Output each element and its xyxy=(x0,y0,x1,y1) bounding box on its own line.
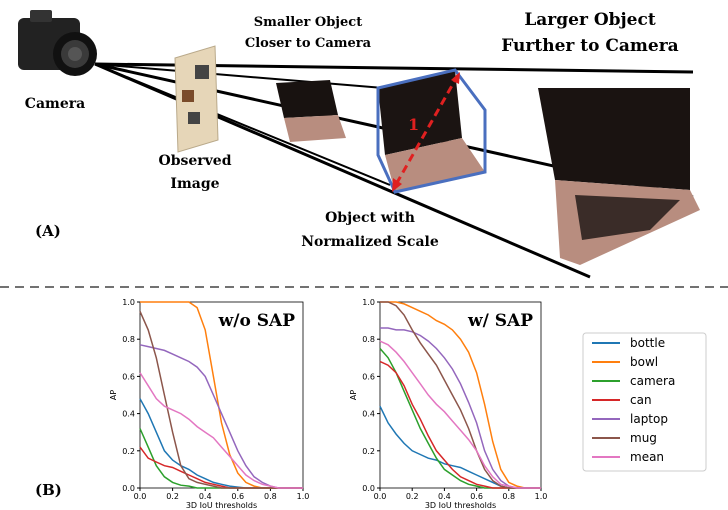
ray xyxy=(95,64,390,185)
panel-label: (B) xyxy=(35,481,62,499)
series-line xyxy=(380,341,541,488)
x-axis-label: 3D IoU thresholds xyxy=(186,501,257,510)
figure: (A) Camera Observed Image Smaller Object… xyxy=(0,0,728,510)
x-tick-label: 1.0 xyxy=(297,492,310,501)
camera-label: Camera xyxy=(25,96,85,112)
y-tick-label: 0.4 xyxy=(362,410,375,419)
x-tick-label: 0.6 xyxy=(470,492,483,501)
legend-label: bottle xyxy=(630,336,665,350)
small-laptop xyxy=(276,80,346,142)
series-line xyxy=(140,373,303,488)
smaller-label: Smaller Object xyxy=(254,15,362,30)
large-laptop xyxy=(538,88,700,265)
observed-image-icon xyxy=(175,46,218,152)
panel-label: (A) xyxy=(35,222,61,240)
y-axis-label: AP xyxy=(109,390,118,400)
observed-label: Observed xyxy=(159,153,232,169)
series-line xyxy=(140,311,303,488)
y-tick-label: 0.6 xyxy=(122,372,135,381)
legend-label: can xyxy=(630,393,652,407)
x-tick-label: 0.6 xyxy=(231,492,244,501)
x-tick-label: 0.2 xyxy=(406,492,419,501)
x-axis-label: 3D IoU thresholds xyxy=(425,501,496,510)
y-tick-label: 0.8 xyxy=(122,335,135,344)
legend-label: camera xyxy=(630,374,675,388)
series-line xyxy=(140,429,303,489)
chart-title: w/o SAP xyxy=(218,311,296,331)
camera-icon xyxy=(18,10,97,76)
x-tick-label: 0.4 xyxy=(199,492,212,501)
normalized-label: Object with xyxy=(325,210,415,226)
observed-label: Image xyxy=(170,176,219,192)
series-line xyxy=(380,406,541,488)
x-tick-label: 1.0 xyxy=(535,492,548,501)
y-tick-label: 0.8 xyxy=(362,335,375,344)
smaller-label: Closer to Camera xyxy=(245,36,372,51)
y-tick-label: 0.2 xyxy=(122,447,135,456)
x-tick-label: 0.0 xyxy=(374,492,387,501)
larger-label: Further to Camera xyxy=(501,36,678,56)
legend-label: mug xyxy=(630,431,657,445)
legend-label: laptop xyxy=(630,412,668,426)
x-tick-label: 0.4 xyxy=(438,492,451,501)
legend-label: bowl xyxy=(630,355,658,369)
legend: bottle bowl camera can laptop mug mean xyxy=(583,333,706,471)
y-tick-label: 0.4 xyxy=(122,410,135,419)
x-tick-label: 0.8 xyxy=(264,492,277,501)
y-tick-label: 0.2 xyxy=(362,447,375,456)
y-tick-label: 1.0 xyxy=(122,298,135,307)
chart-title: w/ SAP xyxy=(467,311,533,331)
normalized-label: Normalized Scale xyxy=(301,234,439,250)
y-axis-label: AP xyxy=(349,390,358,400)
series-line xyxy=(140,345,303,488)
x-tick-label: 0.2 xyxy=(166,492,179,501)
series-line xyxy=(380,328,541,488)
y-tick-label: 0.6 xyxy=(362,372,375,381)
y-tick-label: 1.0 xyxy=(362,298,375,307)
larger-label: Larger Object xyxy=(524,10,656,30)
unit-label: 1 xyxy=(408,115,419,134)
x-tick-label: 0.0 xyxy=(134,492,147,501)
panel-a: (A) Camera Observed Image Smaller Object… xyxy=(18,10,700,277)
series-line xyxy=(380,362,541,489)
x-tick-label: 0.8 xyxy=(502,492,515,501)
legend-label: mean xyxy=(630,450,664,464)
series-line xyxy=(140,447,303,488)
normalized-laptop xyxy=(378,70,485,192)
